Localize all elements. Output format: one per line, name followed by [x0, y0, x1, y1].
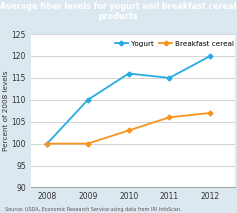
Text: Average fiber levels for yogurt and breakfast cereal products: Average fiber levels for yogurt and brea… [0, 2, 237, 22]
Yogurt [46, 142, 49, 145]
Line: Yogurt: Yogurt [45, 54, 212, 145]
Yogurt [168, 77, 171, 79]
Y-axis label: Percent of 2008 levels: Percent of 2008 levels [3, 71, 9, 151]
Breakfast cereal [87, 142, 89, 145]
Yogurt [87, 99, 89, 101]
Breakfast cereal [168, 116, 171, 119]
Line: Breakfast cereal: Breakfast cereal [45, 111, 212, 145]
Text: Source: USDA, Economic Research Service using data from IRI InfoScan.: Source: USDA, Economic Research Service … [5, 207, 181, 212]
Yogurt [209, 55, 212, 57]
Breakfast cereal [127, 129, 130, 132]
Legend: Yogurt, Breakfast cereal: Yogurt, Breakfast cereal [112, 38, 237, 50]
Yogurt [127, 72, 130, 75]
Breakfast cereal [46, 142, 49, 145]
Breakfast cereal [209, 112, 212, 114]
